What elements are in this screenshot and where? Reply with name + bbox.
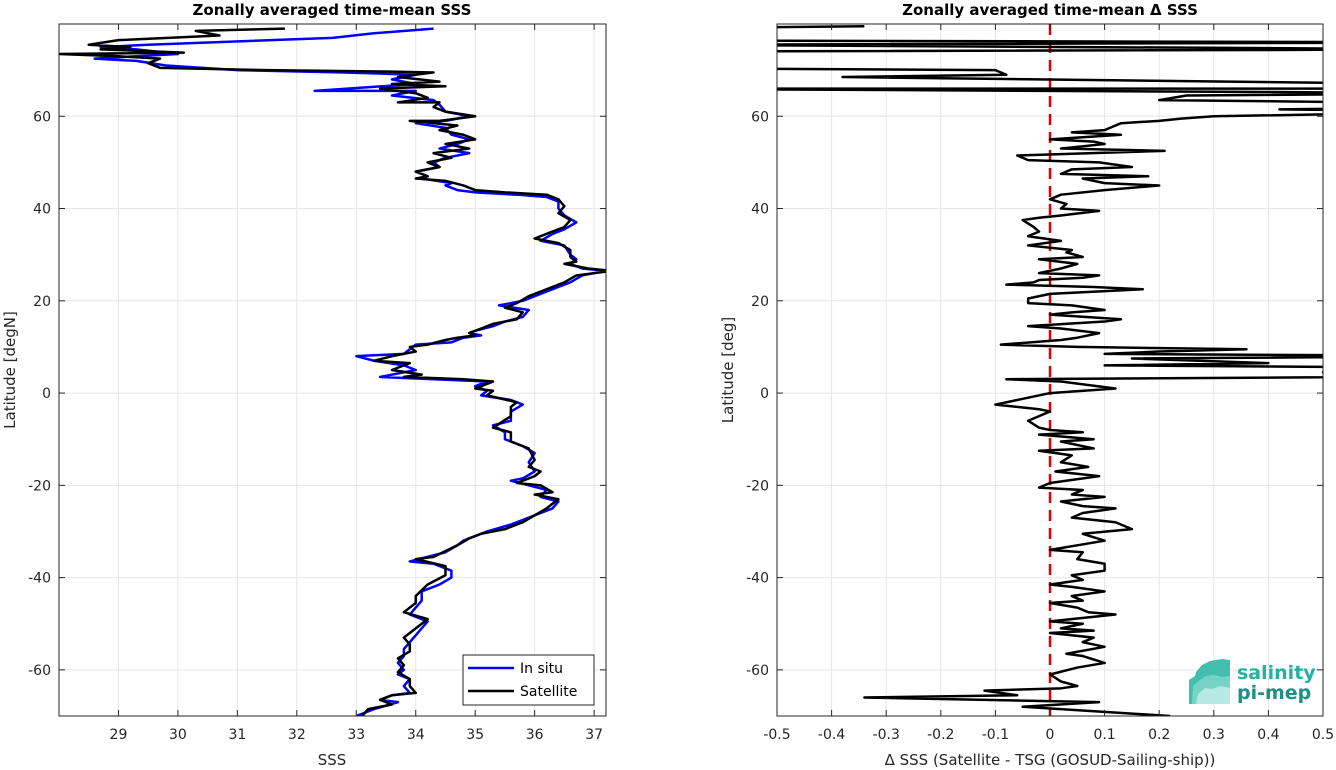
left-series-in-situ-line (93, 27, 606, 716)
right-x-tick-label: 0.4 (1257, 727, 1279, 743)
right-y-tick-label: -20 (746, 478, 769, 494)
left-y-tick-label: 0 (42, 386, 51, 402)
left-series-group (59, 27, 606, 716)
right-x-tick-label: 0.5 (1312, 727, 1334, 743)
right-y-tick-label: 20 (751, 294, 769, 310)
left-x-tick-label: 37 (585, 727, 603, 743)
left-x-tick-label: 34 (407, 727, 425, 743)
right-grid (776, 24, 1324, 716)
left-x-tick-label: 35 (466, 727, 484, 743)
logo-wave-icon (1189, 659, 1230, 704)
right-y-tick-label: -60 (746, 663, 769, 679)
right-x-axis-label: Δ SSS (Satellite - TSG (GOSUD-Sailing-sh… (885, 751, 1216, 769)
right-y-tick-label: 0 (760, 386, 769, 402)
right-y-ticks: -60 -40 -20 0 20 40 60 (746, 109, 1323, 679)
logo-text-salinity: salinity (1237, 662, 1316, 684)
left-y-tick-label: 40 (33, 202, 51, 218)
left-chart-title: Zonally averaged time-mean SSS (193, 1, 472, 19)
right-chart-title: Zonally averaged time-mean Δ SSS (902, 1, 1198, 19)
right-x-tick-label: -0.3 (873, 727, 900, 743)
left-y-axis-label: Latitude [degN] (1, 311, 19, 429)
right-x-tick-label: -0.4 (818, 727, 845, 743)
legend-label-satellite: Satellite (520, 684, 577, 700)
left-x-tick-label: 30 (169, 727, 187, 743)
left-y-tick-label: 60 (33, 109, 51, 125)
left-x-tick-label: 33 (347, 727, 365, 743)
right-chart: Zonally averaged time-mean Δ SSS -0.5 -0.… (719, 1, 1334, 769)
left-x-tick-label: 36 (526, 727, 544, 743)
right-x-tick-label: -0.5 (763, 727, 790, 743)
right-y-tick-label: -40 (746, 571, 769, 587)
right-series-group (777, 24, 1323, 716)
left-x-axis-label: SSS (318, 751, 347, 769)
left-chart: Zonally averaged time-mean SSS 29 30 31 32 3… (1, 1, 607, 769)
left-x-tick-label: 32 (288, 727, 306, 743)
left-y-tick-label: -20 (28, 478, 51, 494)
right-x-tick-label: 0 (1046, 727, 1055, 743)
left-y-tick-label: -60 (28, 663, 51, 679)
legend: In situ Satellite (462, 654, 595, 706)
right-x-tick-label: -0.2 (927, 727, 954, 743)
legend-label-in-situ: In situ (520, 661, 563, 677)
right-series-delta-line (777, 25, 1323, 716)
right-x-tick-label: -0.1 (982, 727, 1009, 743)
left-axes-box (58, 23, 607, 717)
right-y-tick-label: 40 (751, 202, 769, 218)
right-y-tick-label: 60 (751, 109, 769, 125)
left-y-tick-label: 20 (33, 294, 51, 310)
left-series-satellite-line (59, 27, 606, 716)
right-y-axis-label: Latitude [deg] (719, 317, 737, 423)
logo-text-pi-mep: pi-mep (1237, 682, 1311, 704)
left-x-tick-label: 31 (228, 727, 246, 743)
right-x-tick-label: 0.3 (1203, 727, 1225, 743)
left-x-tick-label: 29 (110, 727, 128, 743)
left-grid (59, 24, 606, 716)
right-x-tick-label: 0.2 (1148, 727, 1170, 743)
salinity-pi-mep-logo: salinity pi-mep (1189, 659, 1316, 704)
legend-box (462, 654, 595, 706)
left-x-ticks: 29 30 31 32 33 34 35 36 37 (110, 24, 603, 743)
right-x-ticks: -0.5 -0.4 -0.3 -0.2 -0.1 0 0.1 0.2 0.3 0.4 0.5 (763, 24, 1334, 743)
left-y-tick-label: -40 (28, 571, 51, 587)
left-y-ticks: -60 -40 -20 0 20 40 60 (28, 109, 606, 679)
right-x-tick-label: 0.1 (1093, 727, 1115, 743)
